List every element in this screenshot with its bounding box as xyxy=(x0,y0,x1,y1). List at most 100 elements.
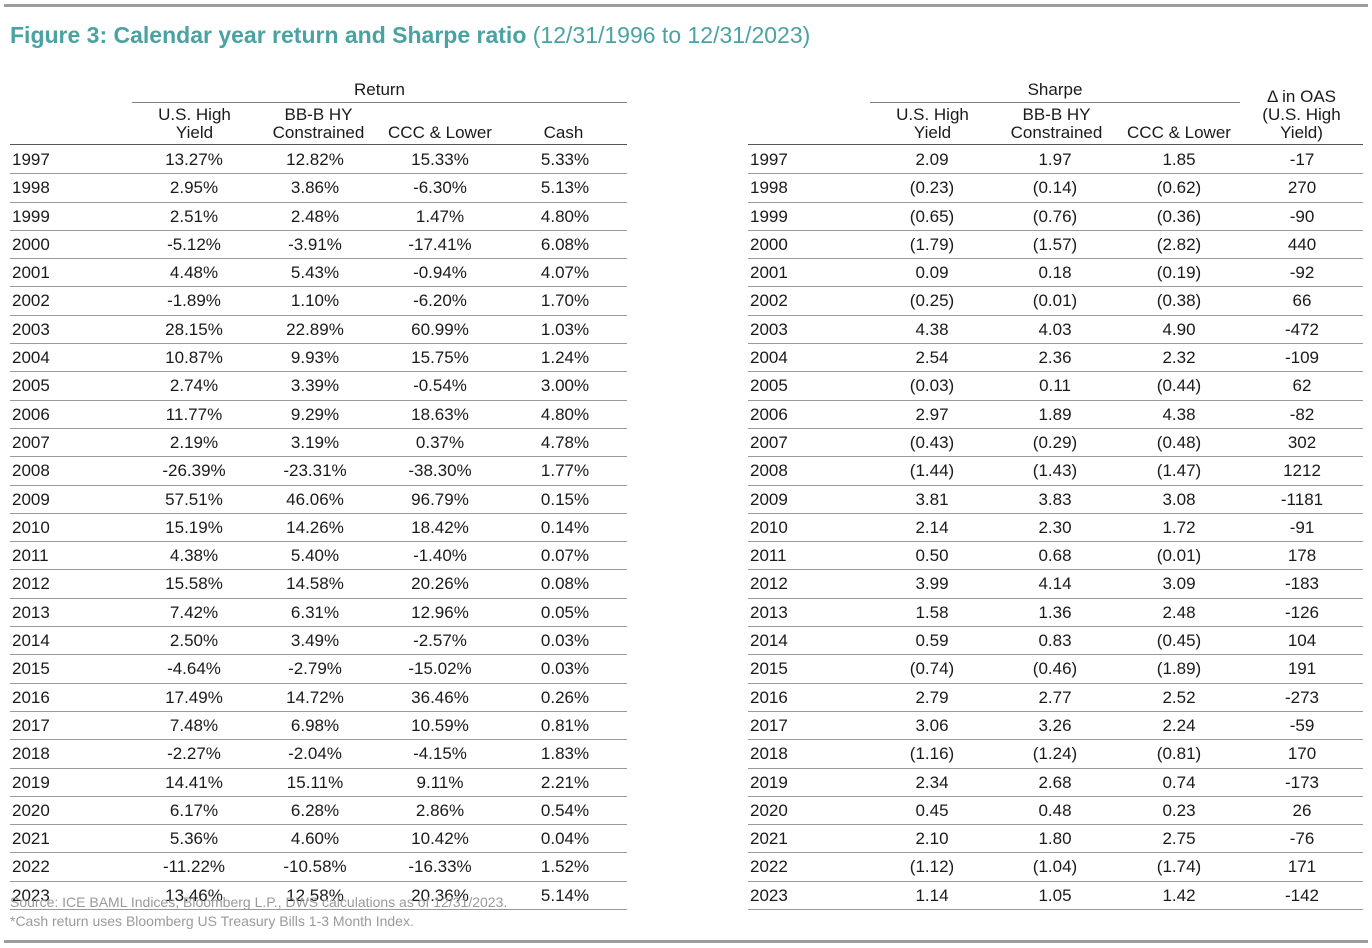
row-value: 6.98% xyxy=(290,715,340,735)
row-value: -23.31% xyxy=(283,461,347,481)
row-value: -1181 xyxy=(1280,489,1324,509)
top-rule xyxy=(4,4,1368,7)
table-row: 2002 -1.89% 1.10% -6.20% 1.70% xyxy=(10,287,627,316)
row-value: 2.74% xyxy=(169,376,219,396)
row-value: 2.32 xyxy=(1162,348,1196,368)
row-value: 28.15% xyxy=(165,319,223,339)
row-value: 1.42 xyxy=(1162,885,1196,905)
table-row: 2017 3.06 3.26 2.24 -59 xyxy=(748,712,1363,741)
figure-title-date-range: (12/31/1996 to 12/31/2023) xyxy=(532,22,811,48)
row-value: 4.07% xyxy=(540,263,590,283)
row-value: -1.89% xyxy=(167,291,221,311)
header-rule xyxy=(10,144,627,145)
row-value: -92 xyxy=(1289,263,1315,283)
row-year: 1998 xyxy=(750,178,788,198)
row-value: 4.14 xyxy=(1038,574,1072,594)
row-value: 10.42% xyxy=(411,829,469,849)
row-value: 5.13% xyxy=(540,178,590,198)
row-year: 2020 xyxy=(12,800,50,820)
row-year: 2021 xyxy=(12,829,50,849)
row-value: 4.38% xyxy=(169,546,219,566)
row-value: -0.94% xyxy=(413,263,467,283)
row-value: 36.46% xyxy=(411,687,469,707)
row-value: -10.58% xyxy=(283,857,347,877)
row-value: 0.26% xyxy=(540,687,590,707)
row-value: 60.99% xyxy=(411,319,469,339)
row-value: (0.65) xyxy=(909,206,955,226)
row-value: 1.58 xyxy=(915,602,949,622)
row-value: 2.86% xyxy=(415,800,465,820)
row-value: 5.33% xyxy=(540,150,590,169)
row-value: 1.10% xyxy=(290,291,340,311)
row-value: -76 xyxy=(1289,829,1315,849)
row-year: 1997 xyxy=(12,150,50,169)
sharpe-group-label: Sharpe xyxy=(1027,80,1083,99)
row-value: 18.42% xyxy=(411,517,469,537)
table-row: 2017 7.48% 6.98% 10.59% 0.81% xyxy=(10,712,627,741)
row-value: 302 xyxy=(1287,432,1317,452)
row-value: 3.19% xyxy=(290,432,340,452)
table-row: 1997 2.09 1.97 1.85 -17 xyxy=(748,146,1363,175)
row-value: 1.77% xyxy=(540,461,590,481)
row-value: 1.24% xyxy=(540,348,590,368)
row-year: 2022 xyxy=(12,857,50,877)
row-value: 4.38 xyxy=(915,319,949,339)
row-value: 17.49% xyxy=(165,687,223,707)
row-value: 4.48% xyxy=(169,263,219,283)
row-value: 0.59 xyxy=(915,631,949,651)
row-value: 2.52 xyxy=(1162,687,1196,707)
row-value: 0.15% xyxy=(540,489,590,509)
row-value: 5.43% xyxy=(290,263,340,283)
row-value: 0.14% xyxy=(540,517,590,537)
row-value: (1.04) xyxy=(1032,857,1078,877)
row-value: 2.75 xyxy=(1162,829,1196,849)
row-value: 0.37% xyxy=(415,432,465,452)
row-year: 2004 xyxy=(12,348,50,368)
table-row: 2007 (0.43) (0.29) (0.48) 302 xyxy=(748,429,1363,458)
row-year: 1999 xyxy=(12,206,50,226)
row-year: 2010 xyxy=(12,517,50,537)
row-value: 1.85 xyxy=(1162,150,1196,169)
row-value: 1.14 xyxy=(915,885,949,905)
row-value: -126 xyxy=(1284,602,1320,622)
row-value: 1212 xyxy=(1283,461,1321,481)
return-rows: 1997 13.27% 12.82% 15.33% 5.33% 1998 2.95% 3.86… xyxy=(10,146,627,911)
row-value: (0.01) xyxy=(1032,291,1078,311)
row-value: 6.31% xyxy=(290,602,340,622)
row-value: 9.93% xyxy=(290,348,340,368)
row-value: 0.81% xyxy=(540,715,590,735)
row-value: 6.08% xyxy=(540,234,590,254)
row-value: (2.82) xyxy=(1156,234,1202,254)
row-value: (0.29) xyxy=(1032,432,1078,452)
table-row: 2004 2.54 2.36 2.32 -109 xyxy=(748,344,1363,373)
table-row: 2014 0.59 0.83 (0.45) 104 xyxy=(748,627,1363,656)
row-value: 26 xyxy=(1292,800,1312,820)
figure-title-main: Figure 3: Calendar year return and Sharp… xyxy=(10,22,527,48)
table-row: 2005 2.74% 3.39% -0.54% 3.00% xyxy=(10,372,627,401)
row-year: 2018 xyxy=(750,744,788,764)
table-row: 1999 2.51% 2.48% 1.47% 4.80% xyxy=(10,203,627,231)
row-year: 2013 xyxy=(750,602,788,622)
row-value: 15.75% xyxy=(411,348,469,368)
row-value: 13.46% xyxy=(165,885,223,905)
row-value: 104 xyxy=(1287,631,1317,651)
row-value: 170 xyxy=(1287,744,1317,764)
row-value: 1.47% xyxy=(415,206,465,226)
col-header-sharpe-bb-b-hy: BB-B HY Constrained xyxy=(1010,105,1103,142)
row-value: 66 xyxy=(1292,291,1312,311)
row-value: 2.48 xyxy=(1162,602,1196,622)
row-value: 4.38 xyxy=(1162,404,1196,424)
row-value: 3.06 xyxy=(915,715,949,735)
table-row: 2003 28.15% 22.89% 60.99% 1.03% xyxy=(10,316,627,345)
table-row: 2008 (1.44) (1.43) (1.47) 1212 xyxy=(748,457,1363,486)
table-row: 2020 6.17% 6.28% 2.86% 0.54% xyxy=(10,797,627,826)
row-value: 5.40% xyxy=(290,546,340,566)
sharpe-rows: 1997 2.09 1.97 1.85 -17 1998 (0.23) (0.14) (0.62… xyxy=(748,146,1363,911)
row-value: 57.51% xyxy=(165,489,223,509)
row-year: 2019 xyxy=(12,772,50,792)
row-value: 2.68 xyxy=(1038,772,1072,792)
table-row: 2004 10.87% 9.93% 15.75% 1.24% xyxy=(10,344,627,373)
row-value: 1.70% xyxy=(540,291,590,311)
row-value: 0.45 xyxy=(915,800,949,820)
row-value: -82 xyxy=(1289,404,1315,424)
